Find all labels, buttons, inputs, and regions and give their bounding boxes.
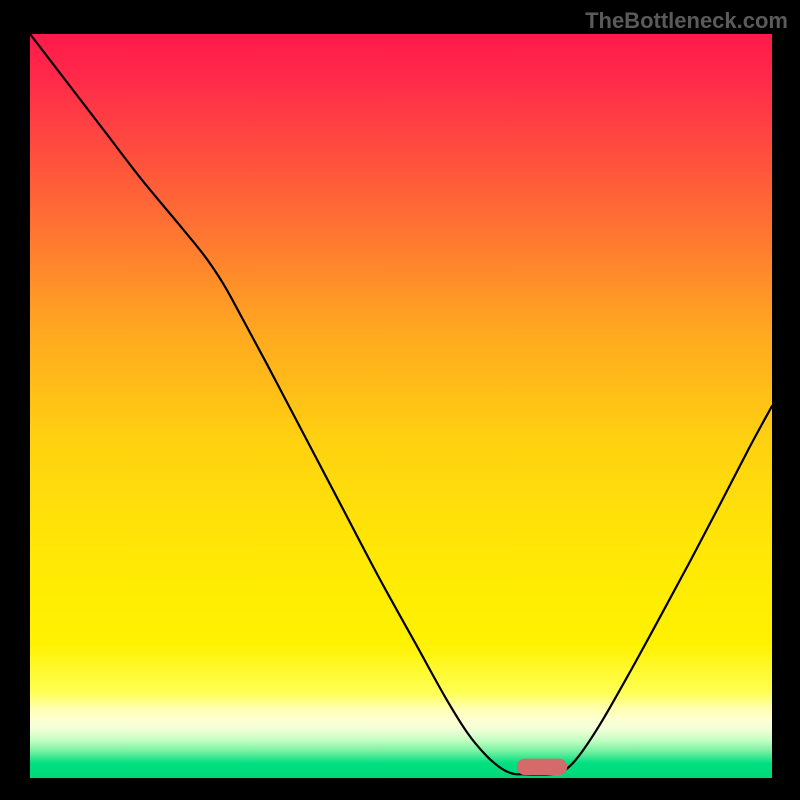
chart-svg <box>30 34 772 778</box>
plot-area <box>30 34 772 778</box>
gradient-background <box>30 34 772 778</box>
watermark-text: TheBottleneck.com <box>585 8 788 34</box>
optimal-marker <box>517 759 567 775</box>
chart-container: TheBottleneck.com <box>0 0 800 800</box>
